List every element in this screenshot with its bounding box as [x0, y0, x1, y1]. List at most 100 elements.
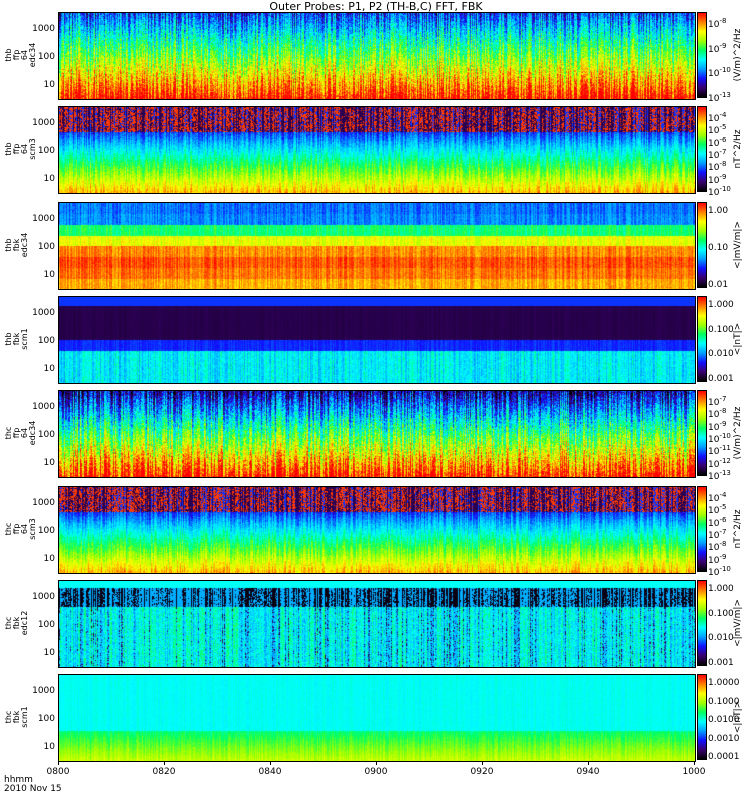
colorbar-tick-label: 10-7: [708, 528, 727, 541]
y-tick-label: 1000: [32, 214, 55, 225]
colorbar-tick-label: 10-8: [708, 160, 727, 174]
y-axis-label: scm1: [20, 706, 29, 728]
colorbar-tick-label: 10-4: [708, 111, 727, 124]
x-tick-mark: [58, 761, 59, 765]
y-tick-label: 100: [37, 335, 55, 346]
colorbar-tick-label: 10-10: [708, 432, 731, 445]
spectrogram-panel-8: [58, 674, 696, 762]
y-tick-label: 1000: [32, 118, 55, 129]
colorbar-tick-label: 0.0001: [708, 752, 740, 762]
colorbar-tick-label: 10-5: [708, 503, 727, 517]
x-tick-mark: [164, 761, 165, 765]
spectrogram-image: [59, 203, 695, 289]
colorbar-tick-label: 0.010: [708, 349, 734, 360]
colorbar-tick-label: 10-13: [708, 91, 731, 104]
colorbar-unit-label: <|nT|>: [733, 700, 743, 734]
time-axis-label: hhmm: [4, 775, 33, 785]
y-tick-label: 10: [43, 742, 55, 753]
colorbar-tick-label: 10-7: [708, 395, 727, 408]
y-tick-label: 1000: [32, 402, 55, 413]
colorbar-tick-label: 10-13: [708, 469, 731, 482]
y-axis-label: edc34: [28, 420, 37, 446]
colorbar-unit-label: (V/m)^2/Hz: [733, 28, 743, 82]
y-axis-label: scm3: [28, 518, 37, 540]
x-tick-label: 1000: [682, 767, 706, 777]
colorbar: [697, 674, 707, 760]
colorbar-unit-label: <|nT|>: [733, 322, 743, 356]
colorbar-tick-label: 10-6: [708, 515, 727, 529]
y-tick-label: 10: [43, 648, 55, 659]
y-tick-label: 100: [37, 241, 55, 252]
spectrogram-panel-2: [58, 106, 696, 194]
colorbar-tick-label: 10-10: [708, 66, 731, 80]
x-tick-label: 0800: [46, 767, 70, 777]
colorbar-tick-label: 10-9: [708, 552, 727, 566]
spectrogram-image: [59, 581, 695, 667]
spectrogram-panel-1: [58, 12, 696, 100]
x-tick-label: 0920: [470, 767, 494, 777]
colorbar-tick-label: 10-8: [708, 17, 727, 30]
colorbar-tick-label: 10-9: [708, 172, 727, 186]
spectrogram-panel-7: [58, 580, 696, 668]
y-axis-label: scm1: [20, 328, 29, 350]
x-tick-mark: [588, 761, 589, 765]
spectrogram-panel-6: [58, 486, 696, 574]
y-axis-label: edc34: [20, 232, 29, 258]
colorbar-tick-label: 0.0010: [708, 733, 740, 744]
y-tick-label: 1000: [32, 308, 55, 319]
colorbar-tick-label: 1.000: [708, 584, 734, 594]
y-tick-label: 1000: [32, 498, 55, 509]
y-tick-label: 100: [37, 51, 55, 62]
colorbar-tick-label: 10-8: [708, 540, 727, 554]
colorbar-tick-label: 0.100: [708, 324, 734, 335]
colorbar-tick-label: 10-4: [708, 491, 727, 504]
colorbar-tick-label: 10-10: [708, 565, 731, 578]
spectrogram-image: [59, 297, 695, 383]
colorbar-tick-label: 1.0000: [708, 678, 740, 688]
y-tick-label: 1000: [32, 592, 55, 603]
colorbar-tick-label: 1.000: [708, 300, 734, 310]
x-tick-mark: [482, 761, 483, 765]
colorbar-tick-label: 10-7: [708, 148, 727, 161]
colorbar-tick-label: 0.001: [708, 658, 734, 668]
y-tick-label: 10: [43, 270, 55, 281]
colorbar-tick-label: 0.1000: [708, 696, 740, 707]
y-axis-label: edc12: [20, 610, 29, 636]
x-tick-label: 0840: [258, 767, 282, 777]
spectrogram-panel-4: [58, 296, 696, 384]
y-tick-label: 100: [37, 429, 55, 440]
colorbar: [697, 486, 707, 572]
date-label: 2010 Nov 15: [4, 784, 62, 794]
x-tick-mark: [270, 761, 271, 765]
figure-title: Outer Probes: P1, P2 (TH-B,C) FFT, FBK: [269, 0, 483, 13]
colorbar-tick-label: 10-12: [708, 456, 731, 470]
colorbar-tick-label: 0.10: [708, 243, 729, 253]
y-axis-label: edc34: [28, 42, 37, 68]
y-tick-label: 10: [43, 554, 55, 565]
colorbar-unit-label: (V/m)^2/Hz: [733, 406, 743, 460]
x-tick-label: 0820: [152, 767, 176, 777]
colorbar: [697, 296, 707, 382]
x-tick-label: 0900: [364, 767, 388, 777]
y-tick-label: 1000: [32, 24, 55, 35]
colorbar-unit-label: <|mV/m|>: [733, 221, 743, 269]
colorbar: [697, 580, 707, 666]
colorbar-tick-label: 10-9: [708, 41, 727, 55]
y-tick-label: 100: [37, 145, 55, 156]
colorbar-tick-label: 0.001: [708, 374, 734, 384]
colorbar-tick-label: 10-11: [708, 444, 731, 458]
colorbar-tick-label: 0.01: [708, 280, 729, 290]
colorbar: [697, 202, 707, 288]
y-tick-label: 10: [43, 458, 55, 469]
colorbar-tick-label: 10-8: [708, 407, 727, 421]
y-tick-label: 10: [43, 80, 55, 91]
spectrogram-image: [59, 107, 695, 193]
spectrogram-panel-5: [58, 390, 696, 478]
y-tick-label: 100: [37, 619, 55, 630]
x-tick-mark: [694, 761, 695, 765]
colorbar-unit-label: nT^2/Hz: [733, 129, 743, 169]
spectrogram-panel-3: [58, 202, 696, 290]
colorbar-unit-label: <|mV/m|>: [733, 599, 743, 647]
colorbar-tick-label: 10-10: [708, 185, 731, 198]
